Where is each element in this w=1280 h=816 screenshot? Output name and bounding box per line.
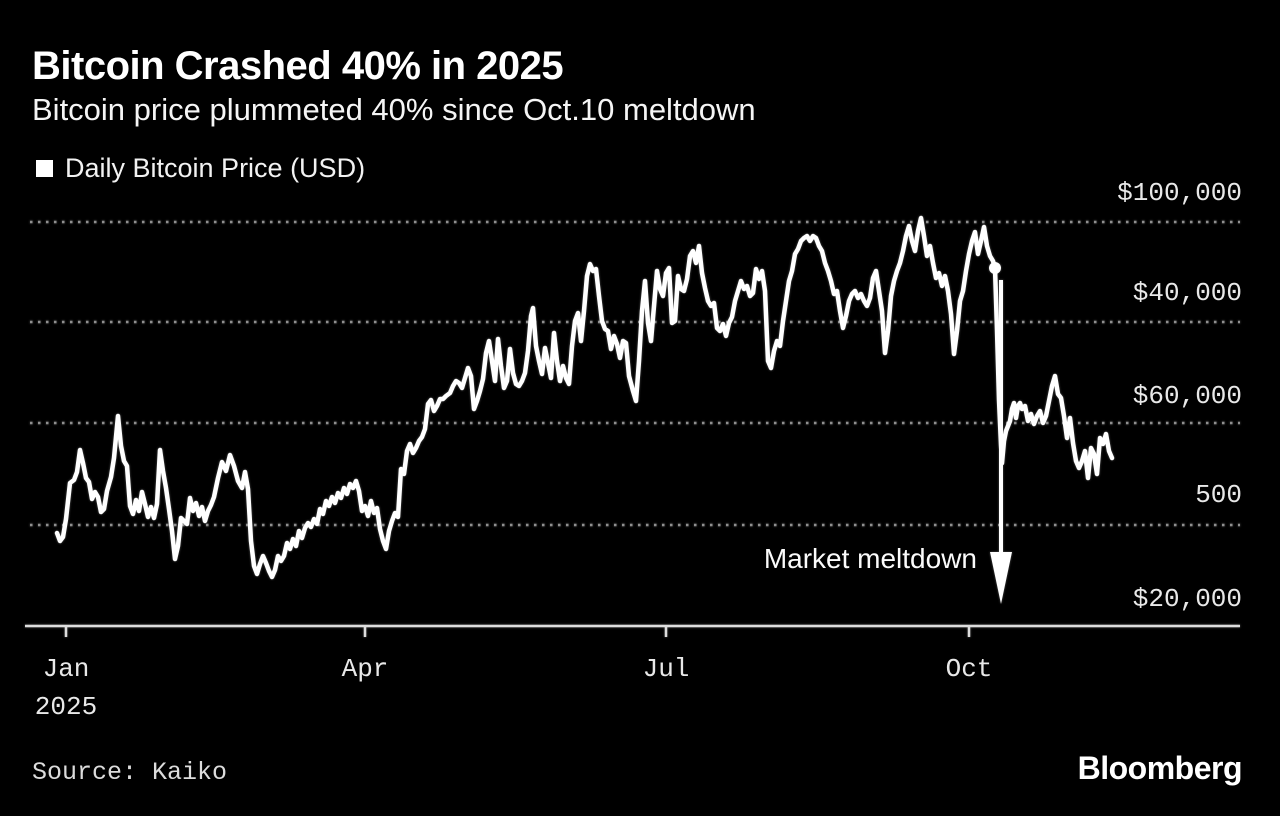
legend: Daily Bitcoin Price (USD) [36, 153, 365, 184]
bloomberg-logo: Bloomberg [1077, 750, 1243, 786]
meltdown-arrow-head [990, 552, 1012, 604]
legend-label: Daily Bitcoin Price (USD) [65, 153, 366, 183]
legend-swatch-icon [36, 160, 53, 177]
page-title: Bitcoin Crashed 40% in 2025 [32, 44, 564, 88]
source-credit: Source: Kaiko [32, 758, 228, 787]
crash-start-dot [989, 262, 1001, 274]
chart-subtitle: Bitcoin price plummeted 40% since Oct.10… [32, 92, 756, 127]
price-line [54, 215, 1115, 580]
meltdown-annotation: Market meltdown [763, 543, 977, 574]
